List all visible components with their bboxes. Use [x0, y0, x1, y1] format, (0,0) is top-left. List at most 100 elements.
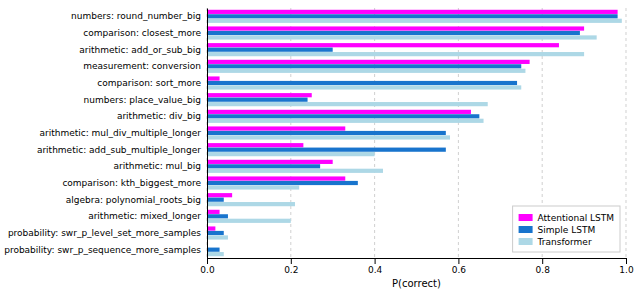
- tick: 0.0: [200, 258, 215, 275]
- tick: 0.4: [368, 258, 383, 275]
- tick-mark: [458, 258, 459, 264]
- bar: [207, 102, 488, 106]
- bar: [207, 26, 584, 30]
- bars: [207, 10, 622, 256]
- bar: [207, 64, 521, 68]
- tick-label: probability: swr_p_sequence_more_samples: [4, 245, 201, 255]
- legend-label: Transformer: [537, 237, 592, 247]
- series: [207, 10, 618, 231]
- tick-label: measurement: conversion: [83, 61, 201, 71]
- tick: measurement: conversion: [83, 61, 201, 71]
- tick-label: comparison: kth_biggest_more: [62, 178, 201, 188]
- tick: 1.0: [619, 258, 634, 275]
- bar: [207, 135, 450, 139]
- grid-line: [626, 8, 627, 258]
- bar: [207, 10, 618, 14]
- y-axis-line: [207, 9, 208, 259]
- tick-mark: [626, 258, 627, 264]
- y-axis: numbers: round_number_big comparison: clo…: [4, 9, 207, 259]
- tick: numbers: place_value_big: [84, 95, 201, 105]
- tick: comparison: closest_more: [83, 28, 201, 38]
- bar: [207, 110, 471, 114]
- tick: arithmetic: mixed_longer: [88, 211, 201, 221]
- bar: [207, 143, 303, 147]
- bar: [207, 69, 525, 73]
- bar: [207, 131, 446, 135]
- tick-mark: [291, 258, 292, 264]
- tick-label: arithmetic: mixed_longer: [88, 211, 201, 221]
- tick-label: arithmetic: mul_div_multiple_longer: [39, 128, 201, 138]
- x-axis-title: P(correct): [392, 278, 441, 289]
- series: [207, 14, 618, 252]
- tick: 0.8: [536, 258, 551, 275]
- tick-label: arithmetic: mul_big: [113, 161, 201, 171]
- bar: [207, 198, 224, 202]
- bar: [207, 164, 320, 168]
- x-axis: 0.0 0.2 0.4 0.6 0.8 1.0: [200, 258, 634, 275]
- tick-label: 0.2: [284, 265, 298, 275]
- tick-label: 1.0: [619, 265, 634, 275]
- grid-line: [207, 8, 208, 258]
- tick: arithmetic: add_sub_multiple_longer: [37, 145, 201, 155]
- bar: [207, 19, 622, 23]
- grid: [207, 8, 626, 258]
- bar: [207, 98, 308, 102]
- bar: [207, 181, 358, 185]
- bar: [207, 48, 333, 52]
- tick: numbers: round_number_big: [71, 11, 201, 21]
- bar: [207, 93, 312, 97]
- bar: [207, 148, 446, 152]
- bar: [207, 14, 618, 18]
- bar: [207, 60, 530, 64]
- bar: [207, 160, 333, 164]
- tick-label: numbers: round_number_big: [71, 11, 201, 21]
- bar: [207, 126, 345, 130]
- bar: [207, 219, 291, 223]
- bar: [207, 226, 215, 230]
- legend-swatch: [519, 214, 533, 221]
- bar: [207, 202, 295, 206]
- bar: [207, 169, 383, 173]
- tick: 0.2: [284, 258, 298, 275]
- bar: [207, 85, 521, 89]
- tick: arithmetic: mul_div_multiple_longer: [39, 128, 201, 138]
- tick-label: comparison: sort_more: [97, 78, 201, 88]
- bar: [207, 176, 345, 180]
- tick-label: probability: swr_p_level_set_more_sample…: [8, 228, 201, 238]
- bar: [207, 235, 228, 239]
- bar: [207, 114, 479, 118]
- bar: [207, 35, 597, 39]
- bar: [207, 52, 584, 56]
- chart: 0.0 0.2 0.4 0.6 0.8 1.0 numbers: round_number_…: [0, 0, 640, 292]
- bar: [207, 214, 228, 218]
- bar: [207, 231, 224, 235]
- legend: Attentional LSTM Simple LSTM Transformer: [513, 206, 620, 252]
- bar: [207, 252, 224, 256]
- bar: [207, 210, 220, 214]
- legend-label: Attentional LSTM: [538, 213, 614, 223]
- tick-label: 0.6: [452, 265, 467, 275]
- tick-label: 0.0: [200, 265, 215, 275]
- tick-mark: [542, 258, 543, 264]
- tick-label: arithmetic: add_or_sub_big: [79, 45, 201, 55]
- tick-label: algebra: polynomial_roots_big: [66, 195, 201, 205]
- tick-mark: [207, 258, 208, 264]
- bar: [207, 248, 220, 252]
- tick-label: 0.8: [536, 265, 551, 275]
- tick: arithmetic: add_or_sub_big: [79, 45, 201, 55]
- tick-label: arithmetic: div_big: [117, 111, 201, 121]
- bar: [207, 193, 232, 197]
- x-axis-line: [208, 259, 627, 265]
- tick-label: 0.4: [368, 265, 383, 275]
- tick: algebra: polynomial_roots_big: [66, 195, 201, 205]
- tick: comparison: sort_more: [97, 78, 201, 88]
- tick: comparison: kth_biggest_more: [62, 178, 201, 188]
- bar: [207, 185, 299, 189]
- tick-mark: [375, 258, 376, 264]
- tick: arithmetic: div_big: [117, 111, 201, 121]
- tick-label: comparison: closest_more: [83, 28, 201, 38]
- tick: probability: swr_p_sequence_more_samples: [4, 245, 201, 255]
- bar: [207, 152, 375, 156]
- legend-label: Simple LSTM: [538, 225, 596, 235]
- tick: probability: swr_p_level_set_more_sample…: [8, 228, 201, 238]
